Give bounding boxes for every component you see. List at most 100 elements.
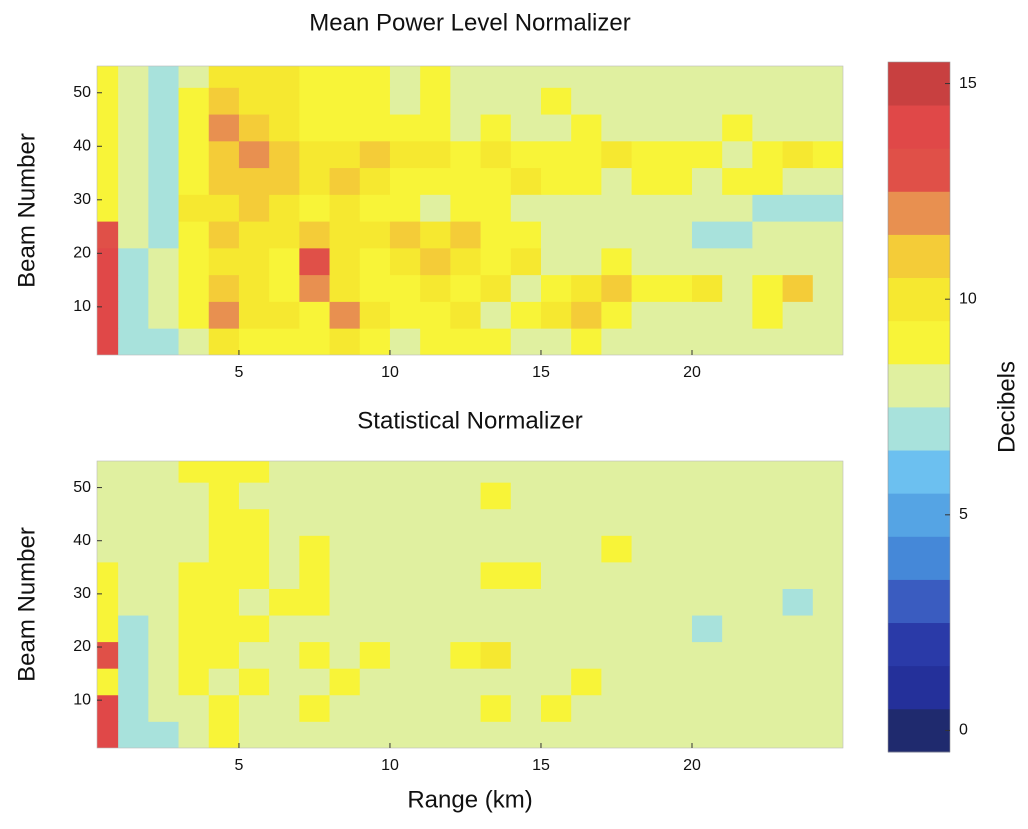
heatmap-cell	[329, 328, 361, 355]
heatmap-cell	[540, 694, 572, 722]
heatmap-cell	[601, 482, 632, 510]
heatmap-cell	[299, 482, 330, 510]
heatmap-cell	[329, 508, 361, 536]
heatmap-cell	[450, 615, 481, 643]
heatmap-cell	[208, 194, 240, 222]
heatmap-cell	[389, 247, 421, 276]
heatmap-cell	[269, 668, 300, 696]
heatmap-cell	[631, 535, 663, 563]
heatmap-cell	[118, 247, 149, 276]
heatmap-cell	[329, 721, 361, 748]
colorbar-segment	[888, 622, 950, 667]
heatmap-cell	[812, 167, 843, 195]
colorbar-tick-label: 15	[959, 75, 977, 92]
colorbar-segment	[888, 579, 950, 624]
heatmap-cell	[661, 66, 693, 88]
heatmap-cell	[691, 274, 723, 302]
heatmap-cell	[812, 194, 843, 222]
heatmap-cell	[782, 167, 814, 195]
y-tick-label: 20	[73, 245, 91, 262]
heatmap-cell	[812, 301, 843, 329]
heatmap-cell	[782, 615, 814, 643]
heatmap-cell	[178, 694, 210, 722]
colorbar-segment	[888, 450, 950, 494]
heatmap-cell	[661, 140, 693, 169]
heatmap-cell	[208, 641, 240, 669]
heatmap-cell	[148, 167, 179, 195]
heatmap-cell	[722, 641, 753, 669]
heatmap-cell	[510, 461, 542, 483]
heatmap-cell	[208, 508, 240, 536]
colorbar-segment	[888, 407, 950, 451]
heatmap-cell	[812, 482, 843, 510]
heatmap-cell	[601, 140, 632, 169]
heatmap-cell	[178, 482, 210, 510]
heatmap-cell	[782, 535, 814, 563]
heatmap-cell	[359, 167, 391, 195]
y-tick-label: 40	[73, 137, 91, 154]
heatmap-cell	[208, 167, 240, 195]
heatmap-cell	[118, 274, 149, 302]
heatmap-cell	[631, 588, 663, 616]
heatmap-cell	[480, 167, 512, 195]
heatmap-cell	[752, 694, 783, 722]
heatmap-cell	[148, 87, 179, 115]
heatmap-cell	[118, 694, 149, 722]
heatmap-cell	[329, 247, 361, 276]
heatmap-cell	[691, 194, 723, 222]
heatmap-cell	[238, 615, 270, 643]
heatmap-cell	[540, 66, 572, 88]
heatmap-cell	[722, 114, 753, 142]
heatmap-cell	[571, 66, 602, 88]
heatmap-cell	[661, 561, 693, 589]
heatmap-cell	[118, 301, 149, 329]
heatmap-cell	[691, 588, 723, 616]
heatmap-cell	[238, 535, 270, 563]
heatmap-cell	[238, 641, 270, 669]
x-tick-label: 5	[234, 364, 243, 381]
heatmap-cell	[329, 641, 361, 669]
heatmap-cell	[722, 140, 753, 169]
heatmap-cell	[722, 328, 753, 355]
heatmap-cell	[480, 641, 512, 669]
heatmap-cell	[299, 247, 330, 276]
heatmap-cell	[752, 328, 783, 355]
heatmap-cell	[661, 641, 693, 669]
heatmap-cell	[691, 247, 723, 276]
heatmap-cell	[540, 588, 572, 616]
colorbar-segment	[888, 148, 950, 192]
heatmap-cell	[118, 668, 149, 696]
heatmap-cell	[359, 114, 391, 142]
heatmap-cell	[389, 482, 421, 510]
heatmap-cell	[691, 615, 723, 643]
heatmap-cell	[178, 167, 210, 195]
heatmap-cell	[359, 721, 391, 748]
heatmap-cell	[359, 482, 391, 510]
heatmap-cell	[812, 328, 843, 355]
heatmap-cell	[97, 194, 119, 222]
heatmap-cell	[571, 140, 602, 169]
heatmap-cell	[359, 140, 391, 169]
heatmap-cell	[631, 167, 663, 195]
heatmap-cell	[329, 561, 361, 589]
heatmap-cell	[601, 508, 632, 536]
heatmap-cell	[238, 221, 270, 249]
heatmap-cell	[118, 508, 149, 536]
heatmap-cell	[97, 328, 119, 355]
heatmap-cell	[450, 508, 481, 536]
heatmap-cell	[752, 301, 783, 329]
heatmap-cell	[359, 588, 391, 616]
heatmap-cell	[571, 535, 602, 563]
heatmap-cell	[359, 668, 391, 696]
heatmap-cell	[480, 721, 512, 748]
heatmap-cell	[722, 87, 753, 115]
heatmap-cell	[480, 561, 512, 589]
heatmap-cell	[269, 274, 300, 302]
heatmap-cell	[661, 87, 693, 115]
heatmap-cell	[722, 274, 753, 302]
heatmap-cell	[118, 114, 149, 142]
heatmap-cell	[299, 140, 330, 169]
heatmap-cell	[540, 301, 572, 329]
heatmap-cell	[661, 694, 693, 722]
heatmap-cell	[661, 301, 693, 329]
